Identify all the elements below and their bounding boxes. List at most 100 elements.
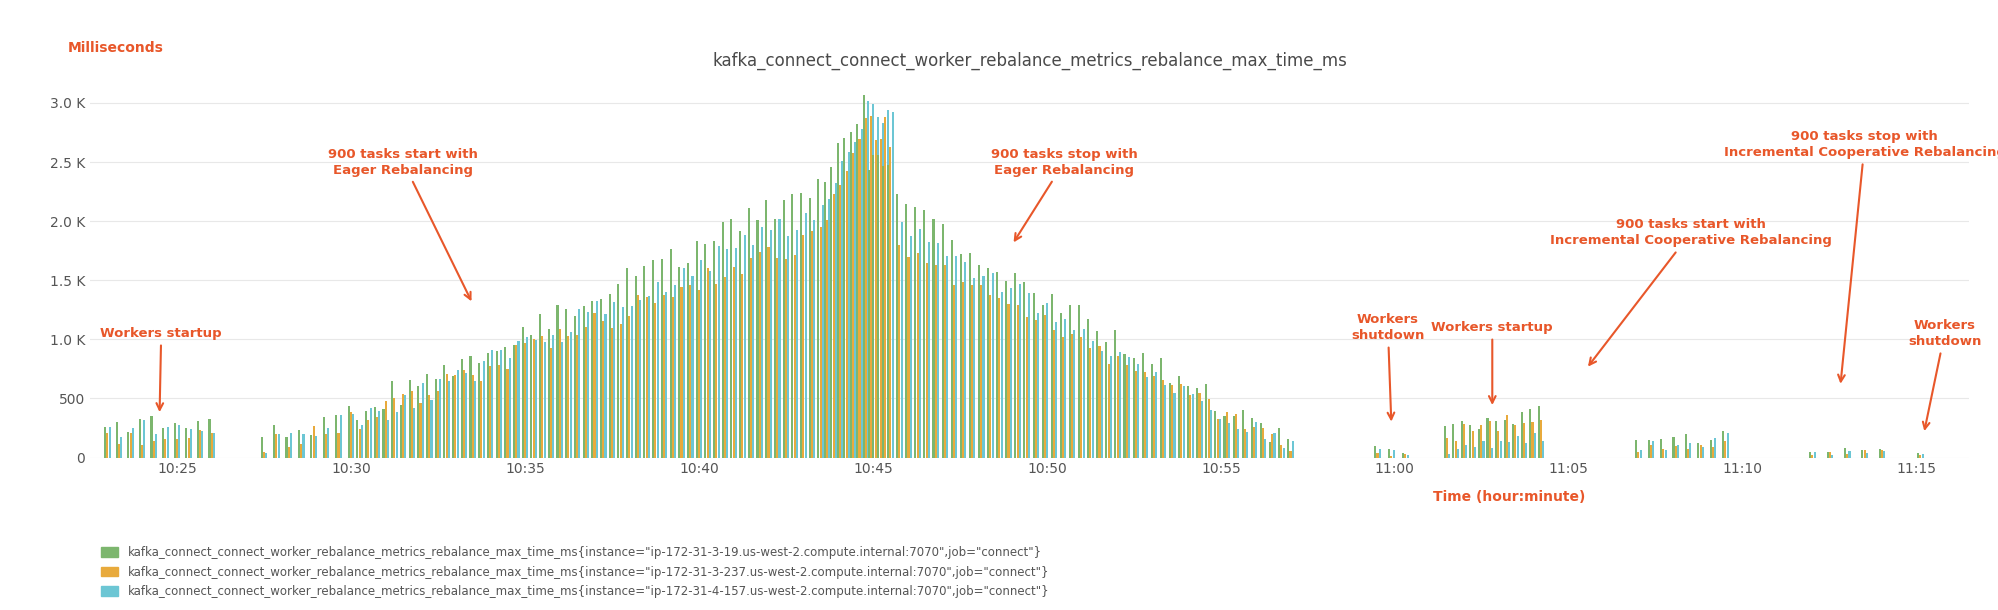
Bar [440,379,442,458]
Bar [1864,453,1866,458]
Bar [358,429,360,458]
Bar [751,245,753,458]
Bar [1473,447,1475,458]
Bar [1491,448,1493,458]
Bar [352,414,354,458]
Bar [901,222,903,458]
Bar [1453,424,1455,458]
Bar [543,342,545,458]
Bar [877,118,879,458]
Bar [1019,284,1021,458]
Bar [1201,401,1203,458]
Bar [877,156,879,458]
Bar [454,375,456,458]
Bar [1101,351,1103,458]
Bar [208,420,210,458]
Bar [539,314,541,458]
Bar [503,347,505,458]
Bar [200,431,202,458]
Bar [879,139,881,458]
Bar [593,313,595,458]
Bar [863,95,865,458]
Bar [1195,388,1197,458]
Bar [1882,451,1884,458]
Bar [410,391,414,458]
Bar [1495,421,1497,458]
Bar [1672,437,1674,458]
Bar [162,428,164,458]
Bar [733,267,735,458]
Bar [813,220,815,458]
Bar [1842,448,1844,458]
Bar [923,210,925,458]
Bar [142,445,144,458]
Bar [775,259,777,458]
Bar [535,340,537,458]
Bar [1443,426,1445,458]
Bar [643,266,645,458]
Bar [1393,450,1395,458]
Bar [1686,450,1688,458]
Bar [456,370,458,458]
Title: kafka_connect_connect_worker_rebalance_metrics_rebalance_max_time_ms: kafka_connect_connect_worker_rebalance_m… [711,51,1347,70]
Legend: kafka_connect_connect_worker_rebalance_metrics_rebalance_max_time_ms{instance="i: kafka_connect_connect_worker_rebalance_m… [96,542,1053,603]
Bar [689,285,691,458]
Bar [1457,449,1459,458]
Bar [777,219,779,458]
Bar [1095,331,1097,458]
Bar [1403,454,1407,458]
Bar [1001,292,1003,458]
Bar [1407,455,1409,458]
Bar [997,298,999,458]
Bar [1205,384,1207,458]
Text: Milliseconds: Milliseconds [68,41,164,56]
Bar [913,207,915,458]
Bar [851,152,853,458]
Bar [352,435,354,458]
Bar [1445,438,1447,458]
Bar [603,314,605,458]
Bar [396,412,398,458]
Bar [496,351,498,458]
Bar [865,149,867,458]
Bar [853,142,855,458]
Bar [521,327,523,458]
Bar [1826,452,1828,458]
Bar [1151,364,1153,458]
Bar [575,335,577,458]
Bar [202,431,204,458]
Bar [1283,448,1285,458]
Bar [1087,319,1089,458]
Bar [1684,434,1686,458]
Bar [945,256,947,458]
Bar [1860,450,1862,458]
Bar [336,415,338,458]
Bar [1916,453,1918,458]
Bar [703,245,705,458]
Bar [941,224,943,458]
Bar [130,433,132,458]
Bar [935,265,937,458]
Bar [679,287,681,458]
Bar [1636,451,1638,458]
Bar [188,438,190,458]
Bar [961,282,963,458]
Bar [871,104,873,457]
Bar [687,264,689,458]
Bar [881,123,883,458]
Bar [156,434,158,458]
Bar [1209,410,1211,458]
Bar [1177,376,1179,458]
Bar [1127,357,1129,458]
Bar [887,165,889,458]
Bar [781,199,785,458]
Bar [897,245,899,458]
Bar [651,260,653,458]
Bar [565,309,567,458]
Bar [298,429,300,458]
Bar [587,312,589,458]
Bar [1487,418,1489,458]
Bar [480,381,482,458]
Bar [1880,450,1882,458]
Bar [867,105,869,458]
